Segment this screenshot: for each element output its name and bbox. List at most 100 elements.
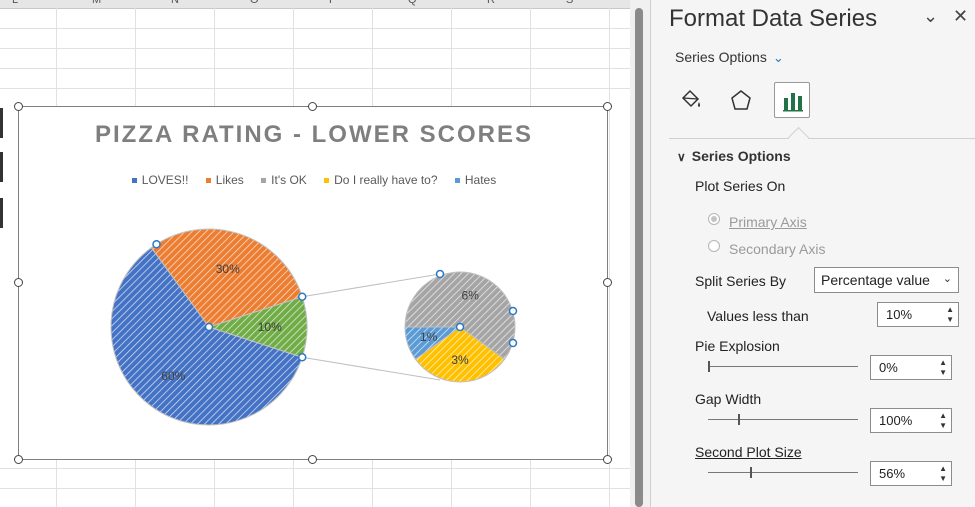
legend-label: LOVES!! <box>141 173 189 187</box>
primary-axis-radio[interactable] <box>708 213 720 225</box>
row-marker <box>0 198 3 228</box>
fill-line-tab[interactable] <box>673 82 709 118</box>
pane-title: Format Data Series <box>669 5 878 32</box>
pie-of-pie-chart[interactable]: 60% 30% 10% 6% 3% 1% PIZZA RATING - LOWER SCO… <box>18 106 608 460</box>
resize-handle-left[interactable] <box>14 278 23 287</box>
slider-track <box>708 366 858 367</box>
values-less-than-label: Values less than <box>707 308 809 324</box>
series-line <box>302 356 441 381</box>
column-header[interactable]: O <box>250 0 259 6</box>
split-series-by-value: Percentage value <box>821 272 930 288</box>
spin-up-icon[interactable]: ▲ <box>946 305 954 314</box>
divider <box>669 138 975 139</box>
vertical-scrollbar[interactable] <box>630 0 650 507</box>
grid-line <box>0 48 630 49</box>
selection-point[interactable] <box>508 338 518 348</box>
spin-down-icon[interactable]: ▼ <box>939 421 947 430</box>
spreadsheet-grid[interactable]: L M N O P Q R S 60% 30% 10% 6% 3% 1% PIZZA RA… <box>0 0 630 507</box>
chevron-down-icon: ⌄ <box>772 50 784 65</box>
spin-down-icon[interactable]: ▼ <box>939 368 947 377</box>
selection-point[interactable] <box>455 322 465 332</box>
slider-thumb[interactable] <box>708 361 710 372</box>
chevron-down-icon: ∨ <box>677 150 686 164</box>
selection-point[interactable] <box>297 353 307 362</box>
spin-up-icon[interactable]: ▲ <box>939 358 947 367</box>
chart-title[interactable]: PIZZA RATING - LOWER SCORES <box>95 121 533 148</box>
legend-item-do-i-really[interactable]: Do I really have to? <box>324 173 438 187</box>
second-plot-size-label: Second Plot Size <box>695 444 802 460</box>
primary-pie-slice-hatch <box>110 247 303 426</box>
close-icon[interactable]: ✕ <box>953 6 969 26</box>
secondary-pie-data-label[interactable]: 1% <box>420 330 438 344</box>
values-less-than-spinner[interactable]: 10% ▲ ▼ <box>877 302 959 327</box>
split-series-by-select[interactable]: Percentage value ⌄ <box>814 267 959 293</box>
format-data-series-pane: Format Data Series ⌄ ✕ Series Options ⌄ ∨… <box>650 0 975 507</box>
selection-point[interactable] <box>204 322 214 332</box>
pie-explosion-spinner[interactable]: 0% ▲ ▼ <box>870 355 952 380</box>
chevron-down-icon[interactable]: ⌄ <box>923 6 939 26</box>
series-options-section-header[interactable]: ∨ Series Options <box>677 148 791 164</box>
effects-tab[interactable] <box>723 82 759 118</box>
selection-point[interactable] <box>508 306 518 316</box>
chart-plot-area[interactable]: 60% 30% 10% 6% 3% 1% <box>19 107 609 461</box>
column-header[interactable]: P <box>329 0 337 6</box>
column-header[interactable]: Q <box>408 0 417 6</box>
legend-item-hates[interactable]: Hates <box>454 173 497 187</box>
selection-point[interactable] <box>435 269 445 279</box>
spin-up-icon[interactable]: ▲ <box>939 464 947 473</box>
column-header[interactable]: N <box>171 0 179 6</box>
slider-thumb[interactable] <box>738 414 740 425</box>
legend-item-likes[interactable]: Likes <box>205 173 244 187</box>
primary-pie-data-label[interactable]: 10% <box>258 320 282 334</box>
resize-handle-top-left[interactable] <box>14 102 23 111</box>
secondary-axis-radio[interactable] <box>708 240 720 252</box>
bar-chart-icon <box>783 93 803 112</box>
primary-pie-data-label[interactable]: 60% <box>161 369 185 383</box>
resize-handle-bottom-left[interactable] <box>14 455 23 464</box>
series-line <box>302 273 441 298</box>
column-header[interactable]: M <box>92 0 102 6</box>
secondary-pie-data-label[interactable]: 6% <box>462 289 480 303</box>
resize-handle-top[interactable] <box>308 102 317 111</box>
secondary-pie-data-label[interactable]: 3% <box>451 353 469 367</box>
scrollbar-thumb[interactable] <box>635 8 643 507</box>
spin-down-icon[interactable]: ▼ <box>939 474 947 483</box>
gap-width-label: Gap Width <box>695 391 762 407</box>
legend-label: Likes <box>215 173 244 187</box>
spin-down-icon[interactable]: ▼ <box>946 315 954 324</box>
column-header[interactable]: S <box>566 0 574 6</box>
secondary-axis-label: Secondary Axis <box>729 241 826 257</box>
series-options-dropdown-label: Series Options <box>675 49 767 65</box>
second-plot-size-spinner[interactable]: 56% ▲ ▼ <box>870 461 952 486</box>
column-header[interactable]: L <box>12 0 19 6</box>
resize-handle-bottom[interactable] <box>308 455 317 464</box>
primary-pie-slice-hatch <box>150 228 303 328</box>
selection-point[interactable] <box>297 292 307 301</box>
spin-up-icon[interactable]: ▲ <box>939 411 947 420</box>
legend-label: Hates <box>464 173 497 187</box>
chart-legend[interactable]: LOVES!! Likes It's OK Do I really have t… <box>19 173 609 187</box>
resize-handle-bottom-right[interactable] <box>603 455 612 464</box>
grid-line <box>0 88 630 89</box>
chevron-down-icon: ⌄ <box>942 273 952 285</box>
slider-thumb[interactable] <box>750 467 752 478</box>
selection-point[interactable] <box>152 240 161 249</box>
gap-width-slider[interactable] <box>708 413 858 425</box>
column-header[interactable]: R <box>487 0 495 6</box>
slider-track <box>708 419 858 420</box>
resize-handle-top-right[interactable] <box>603 102 612 111</box>
pie-explosion-slider[interactable] <box>708 360 858 372</box>
primary-pie-data-label[interactable]: 30% <box>216 262 240 276</box>
second-plot-size-slider[interactable] <box>708 466 858 478</box>
column-headers: L M N O P Q R S <box>0 0 630 9</box>
legend-item-its-ok[interactable]: It's OK <box>261 173 307 187</box>
legend-item-loves[interactable]: LOVES!! <box>131 173 189 187</box>
secondary-pie-slice-hatch <box>404 271 516 361</box>
spinner-value: 100% <box>879 413 913 428</box>
gap-width-spinner[interactable]: 100% ▲ ▼ <box>870 408 952 433</box>
legend-swatch <box>454 178 460 184</box>
resize-handle-right[interactable] <box>603 278 612 287</box>
grid-line <box>609 8 610 507</box>
series-options-tab[interactable] <box>774 82 810 118</box>
series-options-dropdown[interactable]: Series Options ⌄ <box>675 49 784 66</box>
